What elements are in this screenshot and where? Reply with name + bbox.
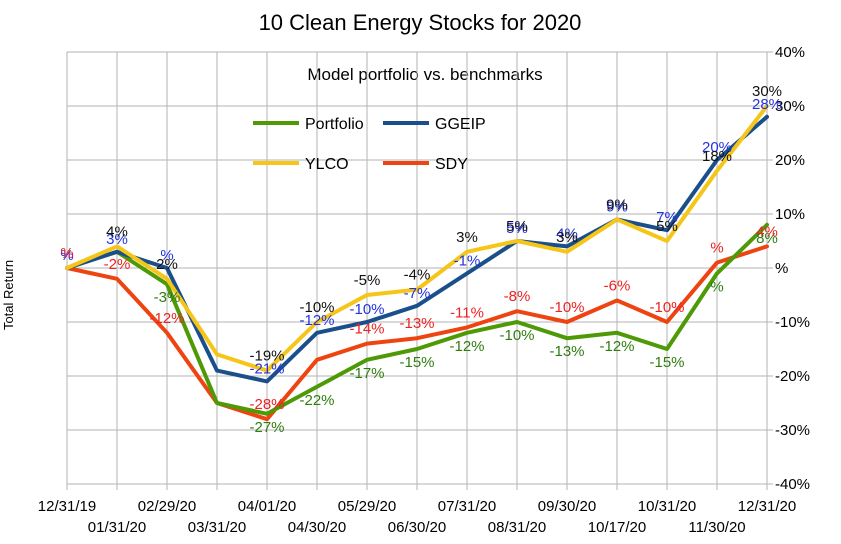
data-label: -11% (450, 304, 484, 321)
series-lines (65, 104, 769, 422)
data-label: 4% (756, 223, 778, 240)
data-label: -12% (599, 338, 634, 355)
data-label: 28% (752, 96, 782, 113)
data-label: 4% (106, 223, 128, 240)
data-label: -7% (404, 285, 431, 302)
data-label: % (60, 245, 73, 262)
series-line-ylco (65, 104, 769, 373)
data-label: 20% (702, 139, 732, 156)
data-label: 4% (556, 225, 578, 242)
data-label: -12% (299, 312, 334, 329)
data-label: % (60, 247, 73, 264)
data-label: -13% (399, 315, 434, 332)
chart-title: 10 Clean Energy Stocks for 2020 (259, 10, 582, 35)
data-label: -1% (454, 252, 481, 269)
data-label: -10% (299, 299, 334, 316)
data-label: 3% (106, 231, 128, 248)
data-label: -5% (354, 272, 381, 289)
x-tick-label: 04/30/20 (288, 519, 346, 536)
legend-label-sdy: SDY (435, 156, 468, 173)
data-label: 8% (756, 230, 778, 247)
legend-label-portfolio: Portfolio (305, 116, 364, 133)
data-label: 5% (506, 218, 528, 235)
data-label: -10% (499, 327, 534, 344)
data-label: -21% (249, 360, 284, 377)
x-tick-label: 10/17/20 (588, 519, 646, 536)
data-label: % (710, 278, 723, 295)
y-tick-label: 10% (775, 206, 805, 223)
data-label: -3% (154, 289, 181, 306)
data-label: 3% (456, 229, 478, 246)
data-label: -10% (649, 299, 684, 316)
y-tick-label: 20% (775, 152, 805, 169)
series-line-portfolio (65, 222, 769, 416)
data-label: -17% (349, 365, 384, 382)
data-label: -22% (299, 392, 334, 409)
data-label: 5% (656, 218, 678, 235)
data-label: 9% (606, 198, 628, 215)
x-tick-label: 04/01/20 (238, 498, 296, 515)
data-label: -28% (249, 396, 284, 413)
x-tick-label: 08/31/20 (488, 519, 546, 536)
x-tick-label: 12/31/19 (38, 498, 96, 515)
series-line-sdy (65, 244, 769, 422)
x-tick-label: 01/31/20 (88, 519, 146, 536)
x-tick-label: 11/30/20 (688, 519, 745, 536)
data-label: -15% (649, 354, 684, 371)
data-label: -2% (104, 256, 131, 273)
data-labels: -3%-27%-22%-17%-15%-12%-10%-13% -12%-15%%… (60, 83, 782, 436)
data-label: -13% (549, 343, 584, 360)
y-tick-label: 30% (775, 98, 805, 115)
y-tick-label: -10% (775, 314, 810, 331)
data-label: -12% (149, 310, 184, 327)
x-tick-label: 06/30/20 (388, 519, 446, 536)
data-label: % (160, 247, 173, 264)
chart-subtitle: Model portfolio vs. benchmarks (307, 65, 542, 84)
x-tick-label: 12/31/20 (738, 498, 796, 515)
y-tick-label: 40% (775, 44, 805, 61)
data-label: 18% (702, 148, 732, 165)
data-label: 3% (556, 229, 578, 246)
data-label: 30% (752, 83, 782, 100)
x-tick-label: 03/31/20 (188, 519, 246, 536)
data-label: 9% (606, 196, 628, 213)
y-axis-label: Total Return (1, 260, 16, 330)
x-tick-label: 05/29/20 (338, 498, 396, 515)
data-label: -10% (349, 301, 384, 318)
y-tick-label: -20% (775, 368, 810, 385)
data-label: -8% (504, 288, 531, 305)
data-label: -14% (349, 321, 384, 338)
data-label: -15% (399, 354, 434, 371)
data-label: -12% (449, 338, 484, 355)
legend-label-ggeip: GGEIP (435, 116, 486, 133)
x-tick-label: 10/31/20 (638, 498, 696, 515)
x-tick-label: 02/29/20 (138, 498, 196, 515)
y-tick-label: % (775, 260, 788, 277)
data-label: 5% (506, 220, 528, 237)
legend: Portfolio GGEIP YLCO SDY (253, 116, 486, 173)
data-label: -10% (549, 299, 584, 316)
axes: 40% 30% 20% 10%% -10% -20% -30% -40% 12/31/19 01/… (38, 44, 810, 536)
data-label: 2% (156, 256, 178, 273)
y-tick-label: -30% (775, 422, 810, 439)
x-tick-label: 09/30/20 (538, 498, 596, 515)
legend-label-ylco: YLCO (305, 156, 349, 173)
data-label: -19% (249, 348, 284, 365)
data-label: % (710, 240, 723, 257)
data-label: -27% (249, 419, 284, 436)
data-label: 7% (656, 209, 678, 226)
data-label: -4% (404, 267, 431, 284)
y-tick-label: -40% (775, 476, 810, 493)
data-label: -6% (604, 277, 631, 294)
x-tick-label: 07/31/20 (438, 498, 496, 515)
